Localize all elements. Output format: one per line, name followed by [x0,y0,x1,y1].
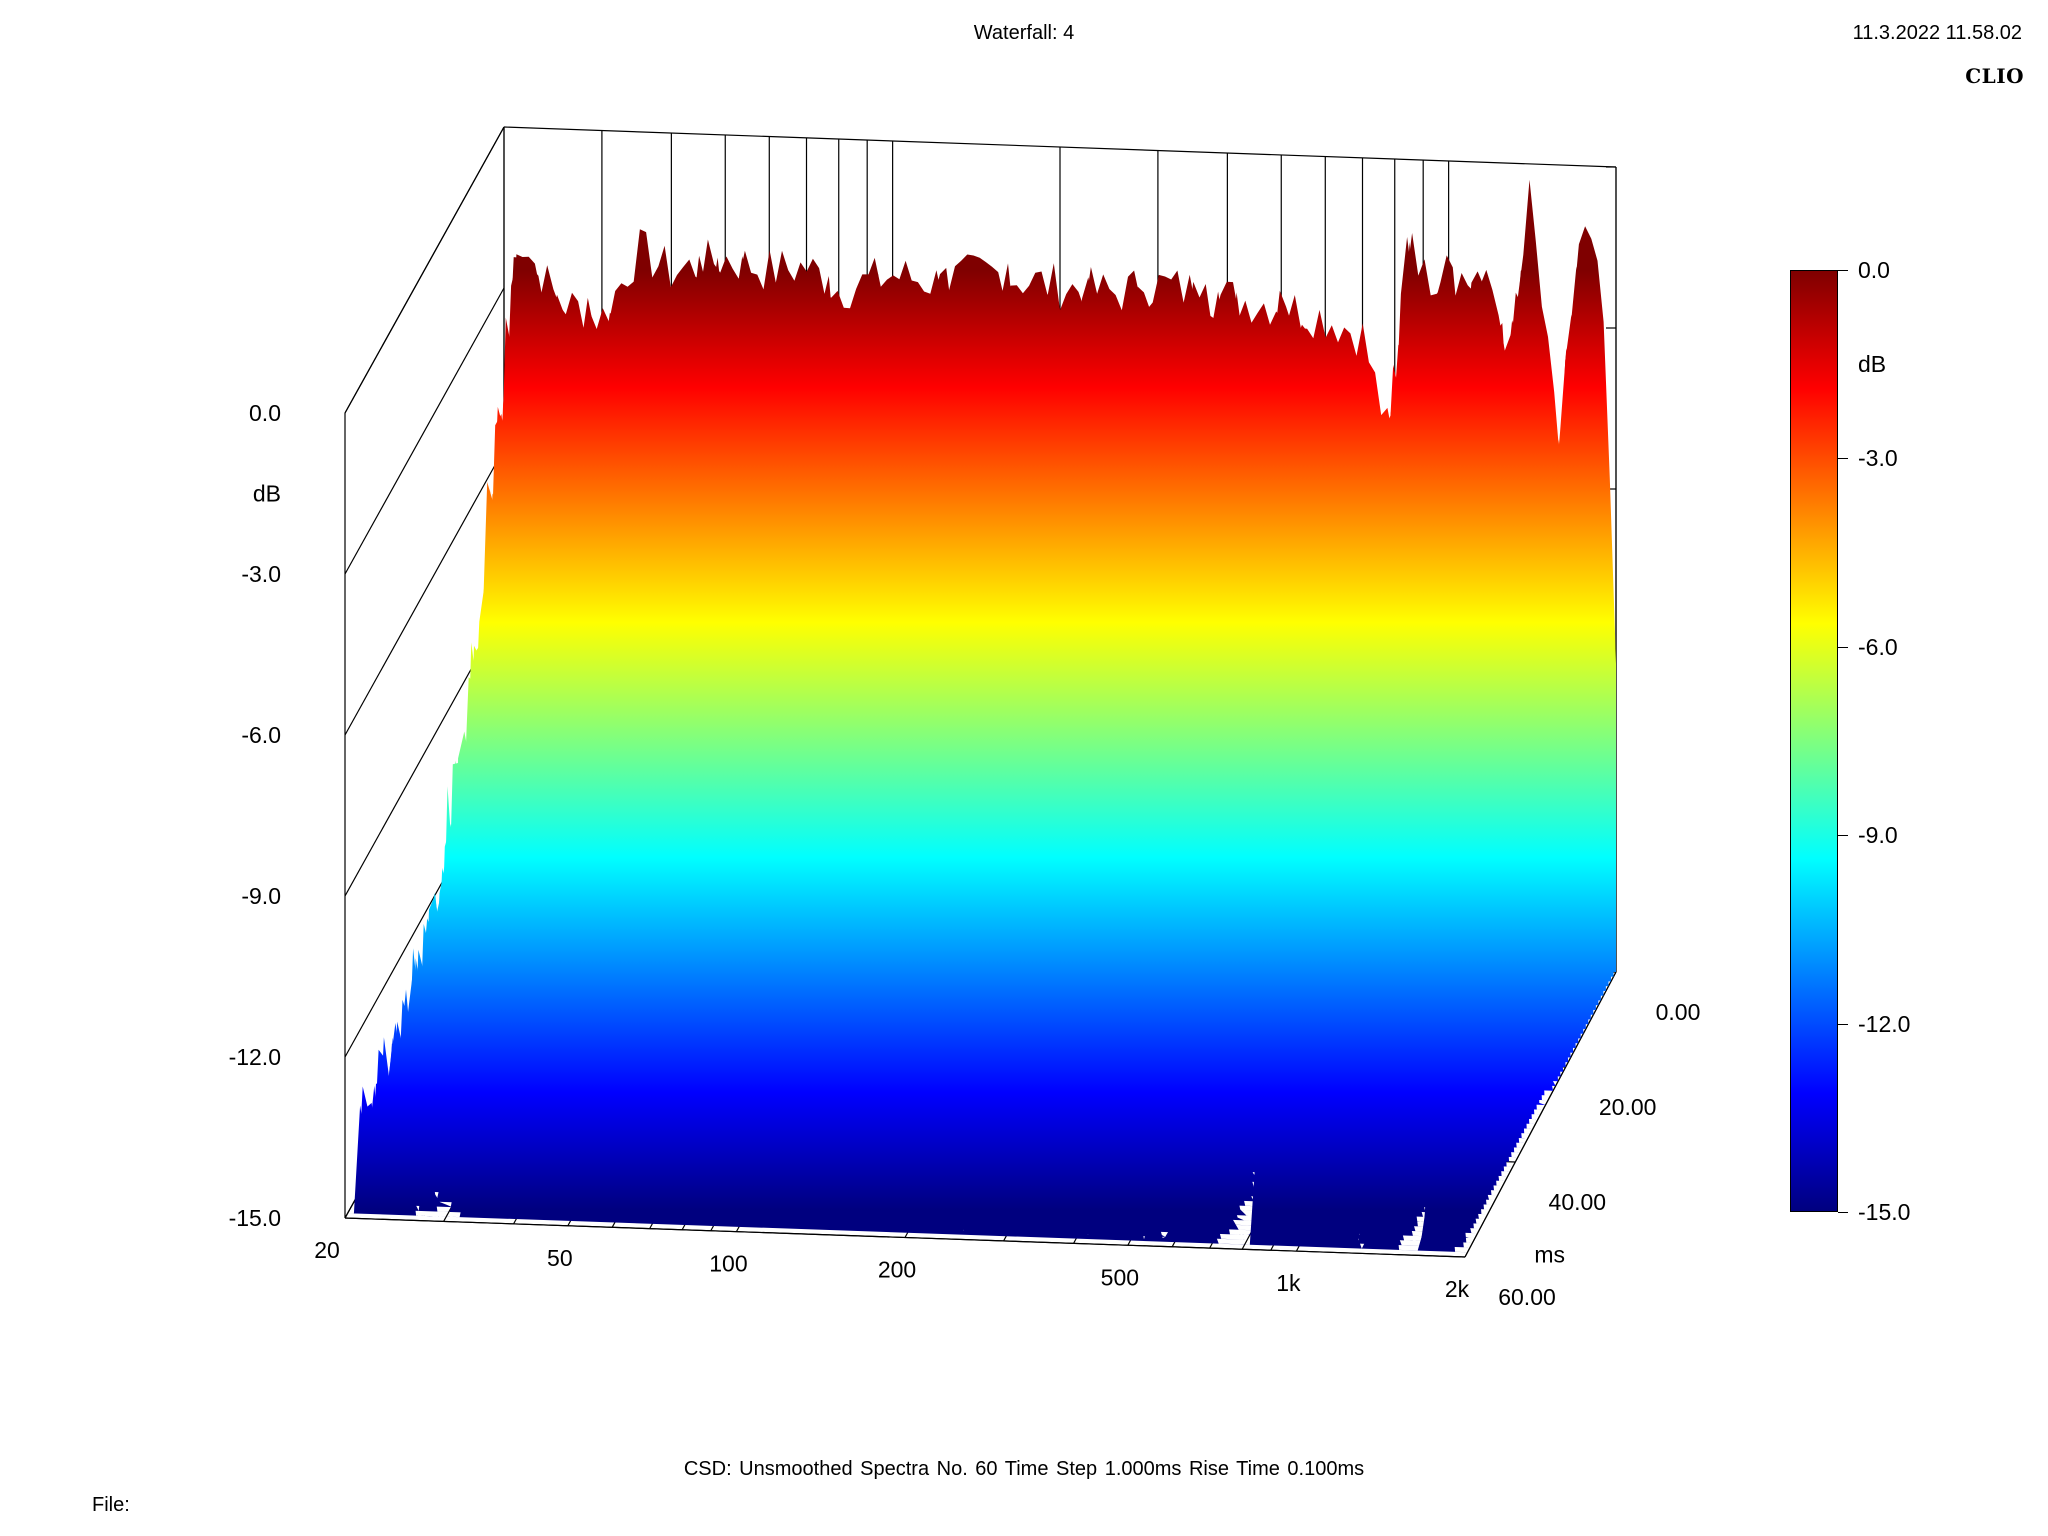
colorbar-tick-label: -3.0 [1858,445,1898,472]
colorbar-tick [1838,646,1848,648]
x-tick-label: 500 [1101,1264,1139,1290]
colorbar-tick-label: -15.0 [1858,1199,1911,1225]
colorbar-gradient [1790,270,1838,1212]
z-tick-label: 40.00 [1549,1189,1607,1215]
z-tick-label: 0.00 [1656,999,1701,1025]
z-axis-ticks: 0.00 20.00 40.00 60.00 ms [1498,999,1700,1310]
colorbar-tick-label: -9.0 [1858,822,1898,849]
timestamp: 11.3.2022 11.58.02 [1852,22,2022,44]
left-wall-gridline [344,126,505,414]
y-tick-label: -15.0 [229,1205,281,1231]
y-tick-label: -9.0 [241,883,281,909]
left-wall-gridline [344,287,505,575]
colorbar-tick-label: -12.0 [1858,1010,1911,1037]
x-tick-label: 100 [709,1251,747,1277]
y-axis-label: dB [253,481,281,507]
z-tick-label: 20.00 [1599,1094,1657,1120]
y-tick-label: 0.0 [249,400,281,426]
colorbar-tick [1838,835,1848,837]
x-tick-label: 200 [878,1257,916,1283]
colorbar-tick [1838,458,1848,460]
colorbar-tick [1838,270,1848,271]
floor-time-gridline [344,1217,1466,1258]
brand-logo: CLIO [1965,64,2024,88]
y-tick-label: -3.0 [241,561,281,587]
x-tick-label: 50 [547,1245,573,1271]
x-tick-label: 1k [1276,1270,1301,1296]
x-tick-label: 2k [1445,1276,1470,1302]
file-label: File: [92,1494,130,1516]
y-tick-label: -6.0 [241,722,281,748]
colorbar-tick [1838,1212,1848,1213]
colorbar-tick-label: 0.0 [1858,257,1890,283]
left-wall-gridline [344,448,505,736]
x-axis-ticks: 20 50 100 200 500 1k 2k [314,1237,1469,1302]
waterfall-surface [347,179,1616,1253]
x-tick-label: 20 [314,1237,340,1263]
colorbar-tick [1838,1023,1848,1025]
y-axis-ticks: 0.0 -3.0 -6.0 -9.0 -12.0 -15.0 dB [229,400,281,1231]
measurement-summary: CSD: Unsmoothed Spectra No. 60 Time Step… [683,1458,1365,1480]
colorbar-label: dB [1858,351,1887,378]
spectrum-slice-59 [347,1062,1468,1253]
y-tick-label: -12.0 [229,1044,281,1070]
chart-title: Waterfall: 4 [973,22,1075,44]
colorbar-tick-label: -6.0 [1858,633,1898,660]
z-axis-label: ms [1534,1241,1565,1267]
z-tick-label: 60.00 [1498,1284,1556,1310]
